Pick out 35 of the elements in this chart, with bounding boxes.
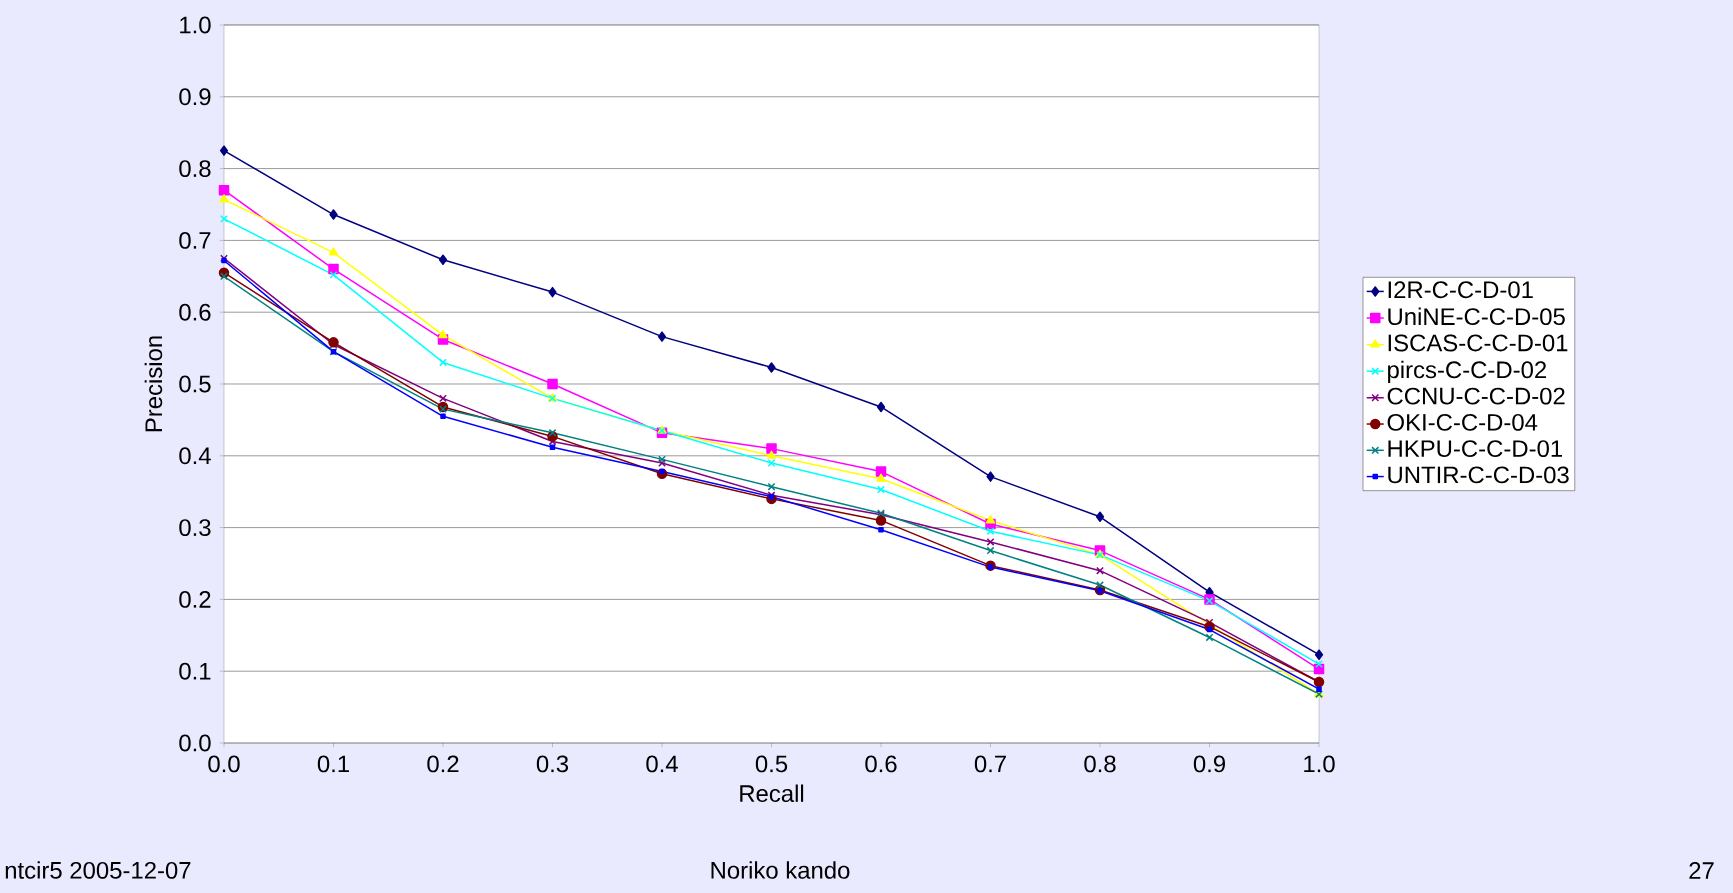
- y-tick-label: 0.2: [179, 590, 211, 608]
- y-tick-label: 0.0: [179, 734, 211, 752]
- x-tick-label: 0.7: [974, 755, 1006, 773]
- y-tick-label: 1.0: [180, 16, 211, 34]
- x-tick-label: 0.8: [1084, 755, 1116, 773]
- legend-label: UniNE-C-C-D-05: [1388, 307, 1565, 326]
- x-axis-title: Recall: [740, 784, 804, 803]
- y-tick-label: 0.8: [179, 160, 211, 178]
- y-tick-label: 0.4: [179, 447, 211, 465]
- legend-label: HKPU-C-C-D-01: [1388, 440, 1562, 458]
- legend-label: UNTIR-C-C-D-03: [1388, 466, 1569, 484]
- y-tick-label: 0.7: [179, 231, 211, 249]
- x-tick-label: 0.1: [317, 755, 349, 773]
- x-tick-label: 1.0: [1304, 755, 1335, 773]
- y-tick-label: 0.9: [179, 88, 211, 106]
- x-tick-label: 0.3: [536, 755, 569, 773]
- y-tick-label: 0.1: [179, 662, 211, 680]
- x-tick-label: 0.0: [208, 755, 240, 773]
- x-tick-label: 0.9: [1193, 755, 1225, 773]
- legend-label: CCNU-C-C-D-02: [1387, 387, 1565, 405]
- legend-label: OKI-C-C-D-04: [1387, 413, 1538, 431]
- text: Noriko kando: [711, 861, 850, 879]
- legend-label: I2R-C-C-D-01: [1388, 281, 1533, 299]
- x-tick-label: 0.5: [755, 755, 788, 773]
- legend-label: pircs-C-C-D-02: [1388, 360, 1546, 384]
- legend-label: ISCAS-C-C-D-01: [1388, 334, 1568, 352]
- x-tick-label: 0.4: [646, 755, 678, 773]
- y-tick-label: 0.3: [179, 519, 211, 537]
- text: 27: [1689, 862, 1714, 879]
- y-tick-label: 0.6: [179, 303, 211, 321]
- y-tick-label: 0.5: [179, 375, 211, 393]
- x-tick-label: 0.6: [865, 755, 897, 773]
- x-tick-label: 0.2: [427, 755, 459, 773]
- text: ntcir5 2005-12-07: [5, 861, 191, 879]
- y-axis-title: Precision: [144, 336, 163, 432]
